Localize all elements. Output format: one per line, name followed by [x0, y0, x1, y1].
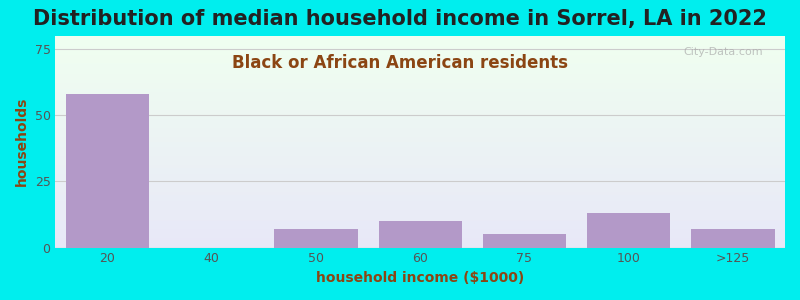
X-axis label: household income ($1000): household income ($1000): [316, 271, 524, 285]
Text: Distribution of median household income in Sorrel, LA in 2022: Distribution of median household income …: [33, 9, 767, 29]
Y-axis label: households: households: [15, 97, 29, 187]
Text: City-Data.com: City-Data.com: [683, 46, 763, 57]
Bar: [274, 229, 358, 248]
Bar: [378, 221, 462, 248]
Bar: [691, 229, 774, 248]
Bar: [66, 94, 150, 248]
Text: Black or African American residents: Black or African American residents: [232, 54, 568, 72]
Bar: [587, 213, 670, 247]
Bar: [482, 234, 566, 248]
